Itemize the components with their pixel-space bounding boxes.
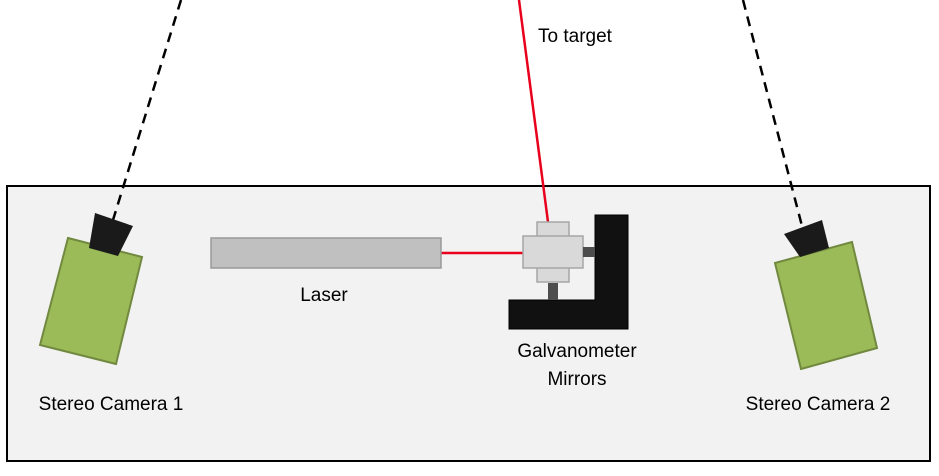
stereo-camera-1 (38, 213, 144, 366)
galvanometer-mirrors (508, 214, 629, 330)
label-mirrors: Mirrors (547, 369, 606, 390)
enclosure (6, 185, 931, 462)
galvo-mount (508, 214, 629, 330)
label-stereo-camera-2: Stereo Camera 2 (746, 394, 891, 415)
laser-body (210, 237, 442, 269)
label-galvanometer: Galvanometer (517, 341, 637, 362)
camera2-body (773, 240, 879, 371)
galvo-connector-right (583, 247, 595, 257)
camera1-lens (89, 213, 133, 256)
label-stereo-camera-1: Stereo Camera 1 (39, 394, 184, 415)
camera1-sightline (111, 0, 183, 221)
label-laser: Laser (300, 285, 348, 306)
label-to-target: To target (538, 26, 613, 47)
galvo-connector-bottom (548, 283, 558, 300)
camera2-sightline (741, 0, 804, 227)
mirror-block-center (538, 237, 568, 267)
beam-to-target (517, 0, 550, 223)
camera2-lens (784, 220, 829, 257)
stereo-camera-2 (773, 220, 879, 371)
